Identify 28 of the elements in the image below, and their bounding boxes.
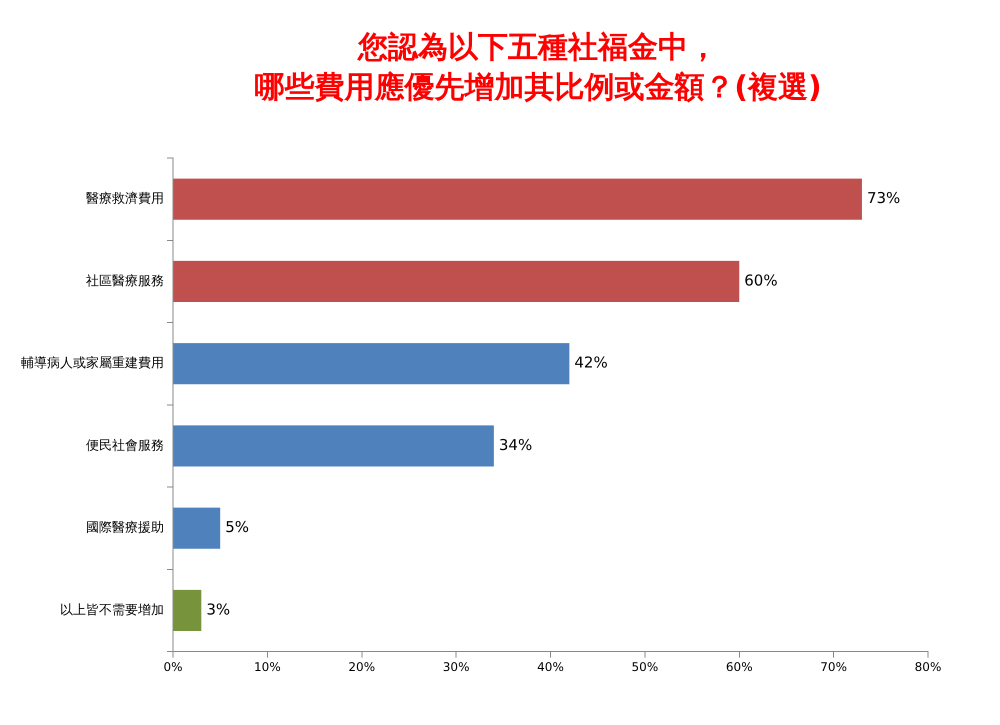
data-label: 34%	[498, 436, 532, 454]
x-tick-label: 30%	[442, 660, 470, 674]
bar	[174, 343, 570, 384]
y-tick-label: 以上皆不需要增加	[60, 602, 164, 618]
bar	[174, 260, 740, 302]
x-tick-label: 40%	[537, 660, 564, 674]
x-tick-label: 50%	[632, 660, 658, 674]
data-label: 42%	[574, 354, 608, 372]
data-label: 5%	[225, 518, 249, 536]
data-label: 73%	[866, 189, 900, 208]
x-tick-label: 10%	[254, 660, 281, 674]
data-label: 60%	[744, 271, 778, 290]
bar	[174, 425, 494, 466]
y-tick-label: 便民社會服務	[86, 438, 164, 454]
data-label: 3%	[206, 600, 230, 618]
bar	[174, 508, 220, 549]
y-tick-label: 國際醫療援助	[86, 520, 164, 536]
bar	[174, 178, 862, 220]
y-tick-label: 醫療救濟費用	[86, 192, 164, 207]
y-tick-label: 社區醫療服務	[86, 274, 164, 289]
chart-title: 您認為以下五種社福金中，哪些費用應優先增加其比例或金額？(複選)	[253, 29, 823, 107]
x-tick-label: 70%	[820, 660, 847, 674]
x-tick-label: 20%	[348, 660, 376, 674]
x-tick-label: 80%	[914, 660, 942, 674]
x-tick-label: 0%	[163, 660, 183, 674]
x-tick-label: 60%	[726, 660, 753, 674]
bar	[174, 590, 202, 632]
y-tick-label: 輔導病人或家屬重建費用	[21, 355, 164, 372]
